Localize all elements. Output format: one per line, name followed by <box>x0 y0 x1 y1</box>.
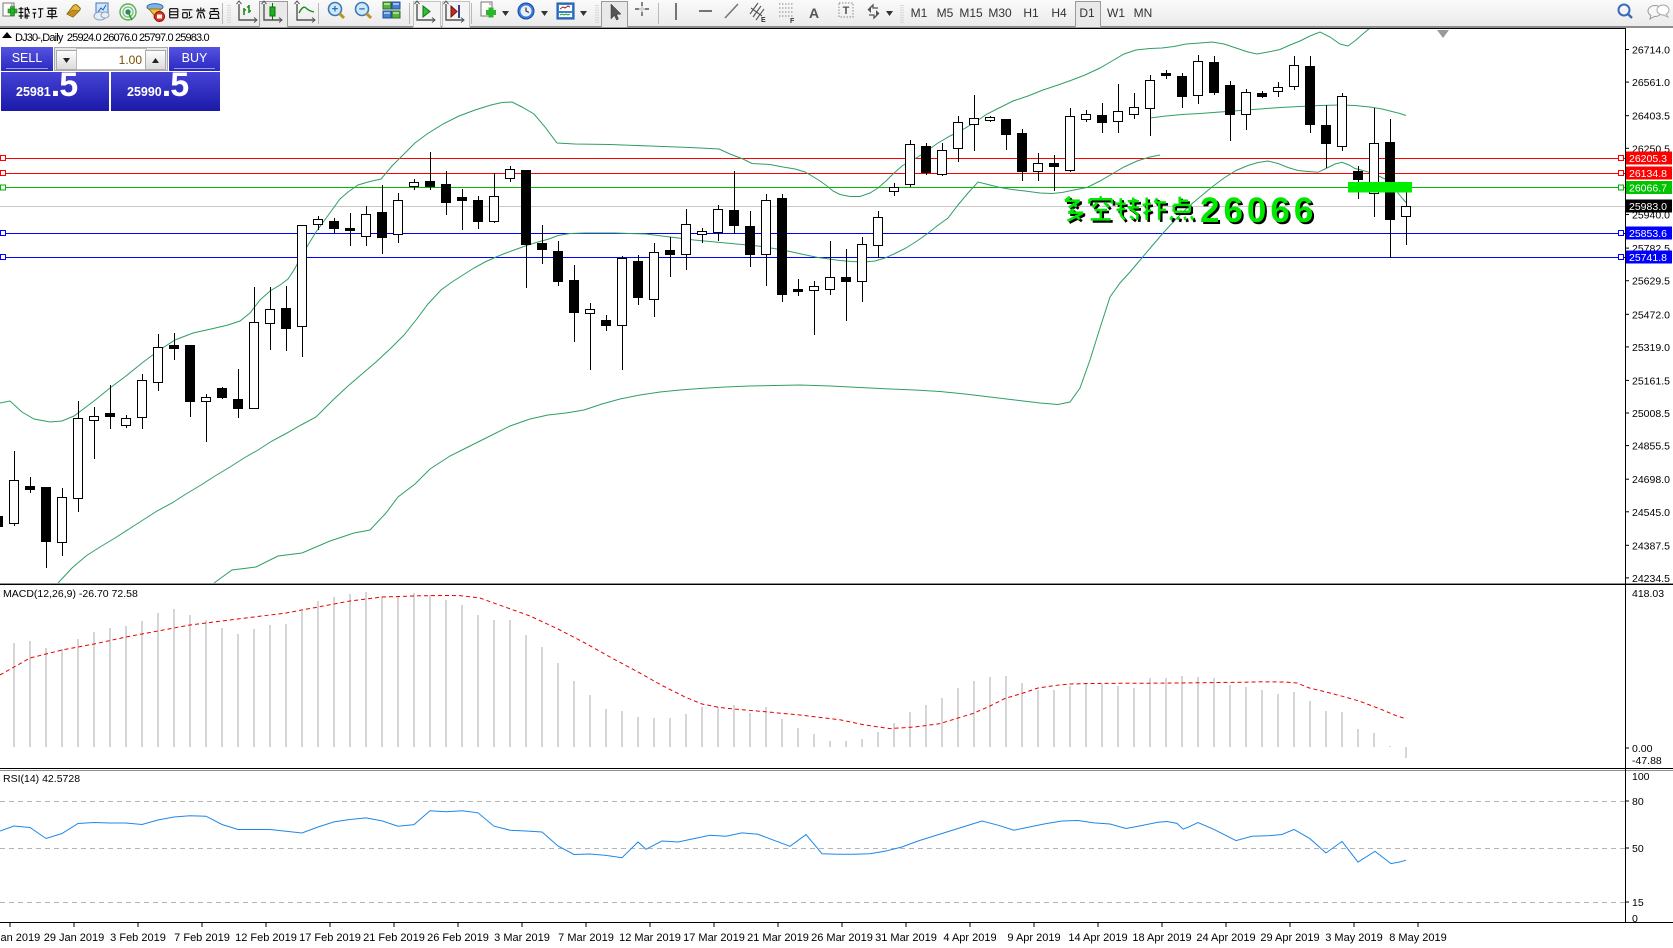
svg-text:29 Apr 2019: 29 Apr 2019 <box>1260 932 1319 944</box>
svg-text:100: 100 <box>1632 771 1650 783</box>
svg-text:24698.0: 24698.0 <box>1632 474 1670 486</box>
svg-text:7 Mar 2019: 7 Mar 2019 <box>558 932 614 944</box>
svg-text:0.00: 0.00 <box>1632 743 1653 755</box>
svg-text:DJ30-,Daily 25924.0 26076.0 2: DJ30-,Daily 25924.0 26076.0 25797.0 2598… <box>15 32 210 44</box>
svg-text:7 Feb 2019: 7 Feb 2019 <box>174 932 230 944</box>
svg-text:25741.8: 25741.8 <box>1629 252 1667 264</box>
svg-text:RSI(14) 42.5728: RSI(14) 42.5728 <box>3 773 80 785</box>
svg-text:25853.6: 25853.6 <box>1629 228 1667 240</box>
svg-text:26134.8: 26134.8 <box>1629 168 1667 180</box>
svg-text:MACD(12,26,9) -26.70 72.58: MACD(12,26,9) -26.70 72.58 <box>3 588 138 600</box>
svg-text:24234.5: 24234.5 <box>1632 573 1670 585</box>
svg-text:26066: 26066 <box>1202 194 1319 228</box>
svg-text:9 Apr 2019: 9 Apr 2019 <box>1007 932 1060 944</box>
svg-text:3 May 2019: 3 May 2019 <box>1325 932 1382 944</box>
svg-text:24855.5: 24855.5 <box>1632 441 1670 453</box>
svg-text:25161.5: 25161.5 <box>1632 375 1670 387</box>
svg-text:12 Mar 2019: 12 Mar 2019 <box>619 932 681 944</box>
svg-text:17 Mar 2019: 17 Mar 2019 <box>683 932 745 944</box>
svg-text:25629.5: 25629.5 <box>1632 276 1670 288</box>
svg-text:26403.5: 26403.5 <box>1632 111 1670 123</box>
svg-text:3 Feb 2019: 3 Feb 2019 <box>110 932 166 944</box>
svg-text:80: 80 <box>1632 796 1644 808</box>
svg-text:418.03: 418.03 <box>1632 588 1664 600</box>
svg-text:3 Mar 2019: 3 Mar 2019 <box>494 932 550 944</box>
svg-text:26 Mar 2019: 26 Mar 2019 <box>811 932 873 944</box>
svg-text:25319.0: 25319.0 <box>1632 342 1670 354</box>
svg-text:24 Apr 2019: 24 Apr 2019 <box>1196 932 1255 944</box>
svg-text:21 Mar 2019: 21 Mar 2019 <box>747 932 809 944</box>
svg-text:26 Feb 2019: 26 Feb 2019 <box>427 932 489 944</box>
svg-text:25983.0: 25983.0 <box>1629 201 1667 213</box>
svg-text:+: + <box>332 4 338 16</box>
svg-text:12 Feb 2019: 12 Feb 2019 <box>235 932 297 944</box>
svg-text:26066: 26066 <box>1200 194 1317 228</box>
svg-text:24 Jan 2019: 24 Jan 2019 <box>0 932 40 944</box>
svg-text:T: T <box>843 5 850 17</box>
svg-text:25472.0: 25472.0 <box>1632 309 1670 321</box>
svg-text:14 Apr 2019: 14 Apr 2019 <box>1068 932 1127 944</box>
svg-text:-47.88: -47.88 <box>1632 755 1662 767</box>
svg-text:17 Feb 2019: 17 Feb 2019 <box>299 932 361 944</box>
svg-text:F: F <box>790 18 795 25</box>
svg-text:25008.5: 25008.5 <box>1632 408 1670 420</box>
svg-text:31 Mar 2019: 31 Mar 2019 <box>875 932 937 944</box>
svg-text:0: 0 <box>1632 913 1638 925</box>
svg-text:15: 15 <box>1632 897 1644 909</box>
svg-text:26066.7: 26066.7 <box>1629 183 1667 195</box>
svg-text:21 Feb 2019: 21 Feb 2019 <box>363 932 425 944</box>
svg-text:4 Apr 2019: 4 Apr 2019 <box>943 932 996 944</box>
svg-text:−: − <box>359 4 365 16</box>
svg-text:24387.5: 24387.5 <box>1632 540 1670 552</box>
svg-text:26205.3: 26205.3 <box>1629 153 1667 165</box>
svg-text:50: 50 <box>1632 843 1644 855</box>
svg-text:8 May 2019: 8 May 2019 <box>1389 932 1446 944</box>
svg-text:24545.0: 24545.0 <box>1632 507 1670 519</box>
svg-text:E: E <box>761 17 766 24</box>
svg-text:29 Jan 2019: 29 Jan 2019 <box>44 932 105 944</box>
svg-text:26561.0: 26561.0 <box>1632 77 1670 89</box>
svg-text:18 Apr 2019: 18 Apr 2019 <box>1132 932 1191 944</box>
svg-text:26714.0: 26714.0 <box>1632 45 1670 57</box>
